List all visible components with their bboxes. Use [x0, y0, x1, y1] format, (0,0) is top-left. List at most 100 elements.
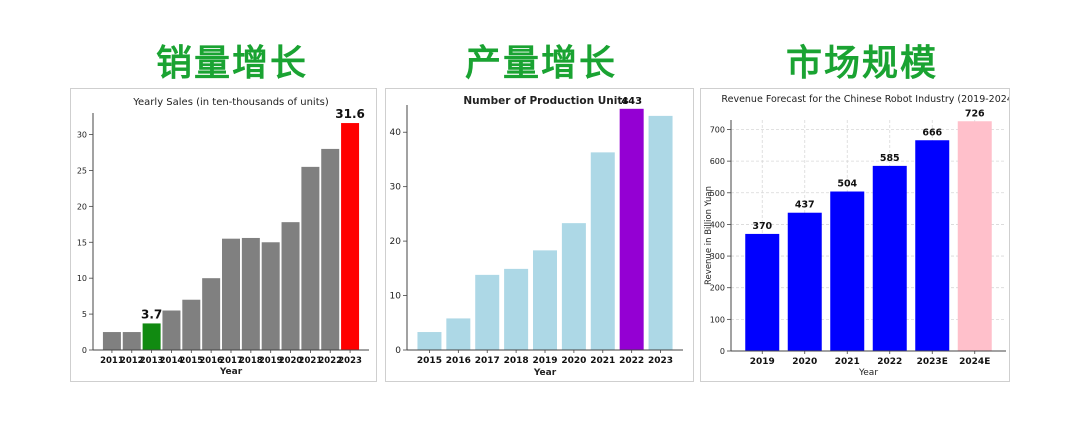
y-tick-label: 30	[390, 183, 402, 193]
x-tick-label: 2023E	[917, 357, 948, 367]
x-tick-label: 2023	[338, 356, 362, 366]
y-tick-label: 40	[390, 128, 402, 138]
chart-title: Number of Production Units	[463, 95, 628, 107]
y-tick-label: 30	[77, 131, 87, 140]
x-tick-label: 2021	[590, 356, 615, 366]
x-tick-label: 2022	[318, 356, 342, 366]
bar-2024E	[957, 121, 992, 352]
data-label: 31.6	[335, 107, 365, 121]
x-tick-label: 2018	[239, 356, 263, 366]
x-tick-label: 2016	[446, 356, 471, 366]
data-label: 666	[922, 127, 942, 138]
y-tick-label: 0	[720, 347, 725, 356]
bar-2022	[321, 148, 340, 350]
data-label: 437	[795, 200, 815, 211]
bar-2022	[619, 108, 644, 350]
data-label: 504	[837, 179, 857, 190]
x-tick-label: 2012	[120, 356, 144, 366]
y-tick-label: 700	[710, 125, 725, 134]
bar-2020	[281, 222, 300, 350]
bar-2019	[533, 250, 557, 350]
x-tick-label: 2024E	[959, 357, 990, 367]
bar-2013	[142, 323, 161, 350]
bar-2022	[872, 165, 907, 351]
bar-2015	[182, 299, 201, 350]
bar-2020	[561, 223, 586, 350]
x-tick-label: 2016	[199, 356, 223, 366]
bar-2012	[122, 332, 141, 350]
chart-panel-revenue: Revenue Forecast for the Chinese Robot I…	[700, 88, 1010, 382]
bar-2011	[102, 332, 121, 350]
data-label: 370	[752, 221, 772, 232]
x-tick-label: 2015	[417, 356, 442, 366]
heading-sales-growth: 销量增长	[155, 43, 308, 84]
bar-2014	[162, 310, 181, 350]
y-tick-label: 0	[82, 346, 87, 355]
bar-2023	[341, 123, 360, 350]
y-tick-label: 100	[710, 315, 725, 324]
y-tick-label: 200	[710, 284, 725, 293]
bar-2021	[590, 152, 615, 350]
x-tick-label: 2021	[835, 357, 860, 367]
data-label: 3.7	[141, 307, 162, 321]
x-tick-label: 2014	[160, 356, 184, 366]
sales-chart: Yearly Sales (in ten-thousands of units)…	[77, 97, 369, 377]
x-tick-label: 2011	[100, 356, 124, 366]
bar-2017	[222, 238, 240, 350]
y-tick-label: 25	[77, 166, 87, 175]
y-tick-label: 300	[710, 252, 725, 261]
y-tick-label: 400	[710, 220, 725, 229]
data-label: 443	[621, 96, 642, 107]
x-axis-label: Year	[219, 367, 243, 377]
revenue-chart: Revenue Forecast for the Chinese Robot I…	[704, 94, 1009, 378]
bar-2023E	[915, 140, 950, 351]
x-tick-label: 2021	[299, 356, 323, 366]
y-tick-label: 15	[77, 238, 87, 247]
y-tick-label: 5	[82, 310, 87, 319]
bar-2021	[830, 191, 865, 351]
bar-2020	[787, 212, 822, 351]
x-tick-label: 2018	[504, 356, 529, 366]
y-tick-label: 10	[390, 292, 402, 302]
bar-2019	[745, 233, 780, 351]
bar-2015	[417, 332, 442, 350]
x-tick-label: 2017	[475, 356, 500, 366]
x-tick-label: 2020	[792, 357, 817, 367]
bar-2019	[261, 242, 280, 350]
bar-2018	[241, 237, 260, 350]
x-tick-label: 2019	[750, 357, 775, 367]
x-tick-label: 2019	[259, 356, 283, 366]
data-label: 726	[965, 108, 985, 119]
y-tick-label: 600	[710, 157, 725, 166]
chart-panel-sales: Yearly Sales (in ten-thousands of units)…	[70, 88, 377, 382]
bar-2018	[504, 268, 529, 350]
y-tick-label: 20	[77, 202, 87, 211]
y-tick-label: 10	[77, 274, 87, 283]
x-tick-label: 2015	[179, 356, 203, 366]
x-tick-label: 2022	[619, 356, 644, 366]
y-tick-label: 20	[390, 237, 402, 247]
y-tick-label: 0	[395, 346, 401, 356]
bar-2016	[446, 318, 471, 350]
x-tick-label: 2020	[561, 356, 586, 366]
chart-title: Revenue Forecast for the Chinese Robot I…	[721, 94, 1009, 105]
chart-panel-production: Number of Production Units 0 10 20 30 40 443 20…	[385, 88, 694, 382]
x-tick-label: 2023	[648, 356, 673, 366]
chart-title: Yearly Sales (in ten-thousands of units)	[132, 97, 329, 108]
production-chart: Number of Production Units 0 10 20 30 40 443 20…	[390, 95, 683, 378]
x-tick-label: 2019	[532, 356, 557, 366]
bar-2016	[202, 278, 221, 350]
bar-2021	[301, 166, 320, 350]
x-axis-label: Year	[858, 368, 878, 378]
bar-2023	[648, 115, 673, 350]
data-label: 585	[880, 153, 900, 164]
x-axis-label: Year	[533, 368, 557, 378]
bar-2017	[475, 274, 500, 350]
x-tick-label: 2017	[219, 356, 243, 366]
x-tick-label: 2022	[877, 357, 902, 367]
x-tick-label: 2013	[140, 356, 164, 366]
y-axis-label: Revenue in Billion Yuan	[704, 186, 714, 285]
heading-production-growth: 产量增长	[464, 43, 617, 84]
x-tick-label: 2020	[279, 356, 303, 366]
y-tick-label: 500	[710, 189, 725, 198]
